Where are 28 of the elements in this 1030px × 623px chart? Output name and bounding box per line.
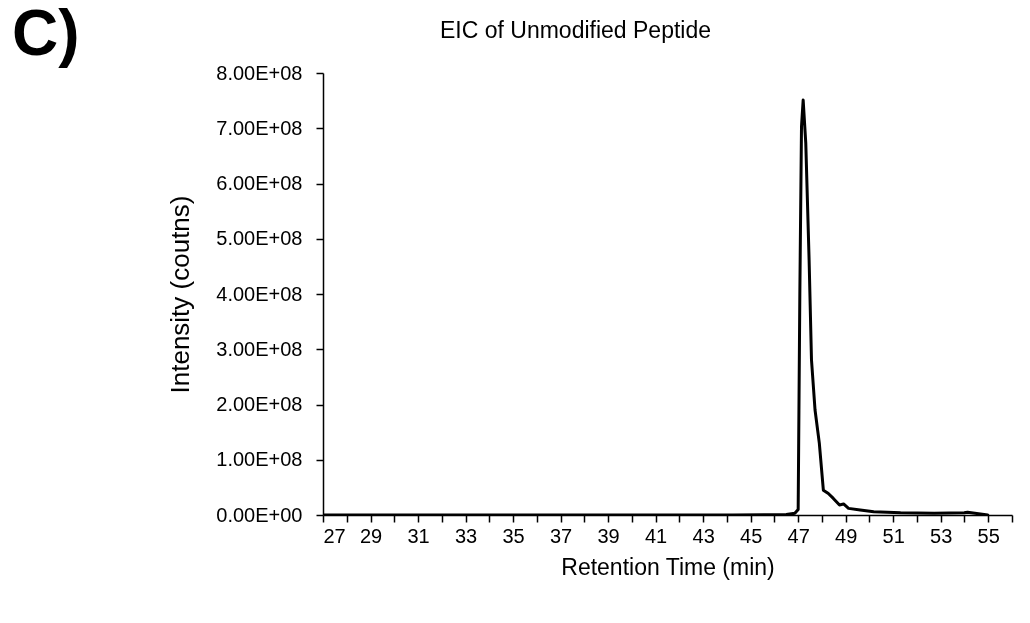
x-axis-title: Retention Time (min) (561, 553, 775, 580)
x-tick-label: 27 (323, 524, 346, 547)
text: C) (12, 0, 80, 70)
y-tick-label: 2.00E+08 (216, 393, 303, 415)
x-tick-label: 43 (692, 524, 715, 547)
x-tick-label: 33 (454, 524, 478, 547)
x-tick-label: 53 (930, 524, 953, 547)
x-tick-label: 35 (502, 524, 525, 547)
x-tick-label: 39 (597, 524, 620, 547)
y-axis-title: Intensity (coutns) (165, 195, 196, 394)
x-tick-label: 41 (645, 524, 668, 547)
x-tick-label: 55 (977, 524, 1000, 547)
y-tick-label: 7.00E+08 (216, 116, 303, 139)
y-tick-label: 0.00E+00 (216, 503, 303, 526)
x-tick-label: 29 (359, 524, 383, 547)
y-tick-label: 6.00E+08 (216, 172, 303, 194)
y-tick-label: 5.00E+08 (216, 227, 303, 250)
x-tick-label: 37 (549, 524, 573, 547)
x-tick-label: 47 (787, 524, 810, 547)
x-tick-label: 51 (882, 524, 905, 547)
x-tick-label: 31 (407, 524, 430, 547)
y-tick-label: 3.00E+08 (216, 337, 303, 360)
x-tick-label: 45 (740, 524, 763, 547)
y-tick-label: 8.00E+08 (216, 61, 303, 84)
y-tick-label: 1.00E+08 (216, 448, 303, 471)
x-tick-label: 49 (835, 524, 858, 547)
chart-title: EIC of Unmodified Peptide (439, 17, 712, 43)
y-tick-label: 4.00E+08 (216, 282, 303, 305)
